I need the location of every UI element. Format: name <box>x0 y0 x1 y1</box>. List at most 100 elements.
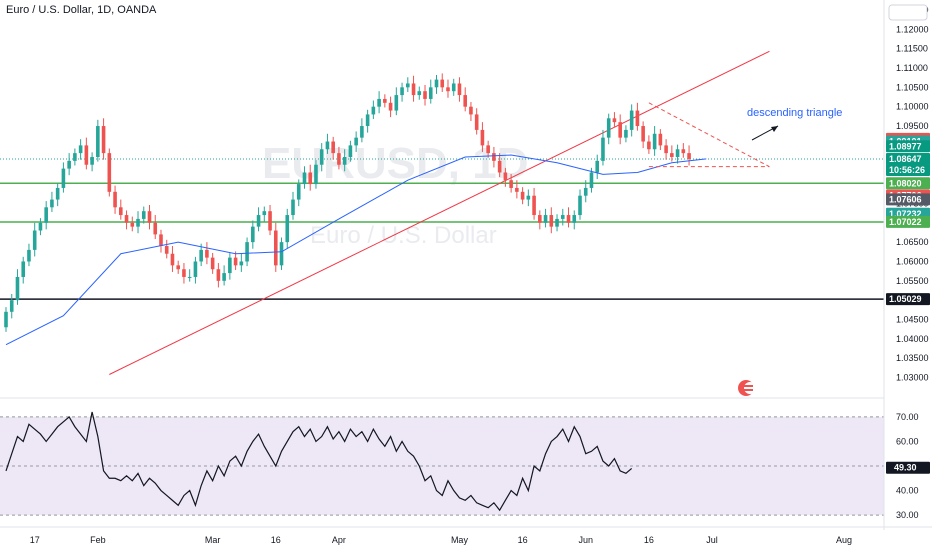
candle-body <box>124 215 129 223</box>
price-badge-label: 1.05029 <box>889 294 922 304</box>
candle-body <box>32 230 37 250</box>
candle-body <box>141 211 146 219</box>
candle-body <box>314 164 318 185</box>
descending-triangle[interactable] <box>648 102 770 168</box>
price-tick-label: 1.10000 <box>896 102 929 112</box>
candle-body <box>503 172 508 181</box>
axis-settings-button[interactable] <box>888 4 928 21</box>
moving-average <box>5 154 707 346</box>
time-tick-label: Feb <box>90 535 106 545</box>
candle-body <box>27 249 31 262</box>
us-flag-icon[interactable] <box>738 380 756 396</box>
rsi-current-label: 49.30 <box>894 463 917 473</box>
price-tick-label: 1.04500 <box>896 315 929 325</box>
price-tick-label: 1.03500 <box>896 353 929 363</box>
candle-body <box>383 98 387 103</box>
candle-body <box>560 215 565 219</box>
watermark-symbol: EURUSD, 1D <box>262 139 529 188</box>
time-tick-label: May <box>451 535 469 545</box>
candle-body <box>159 234 163 247</box>
rsi-band <box>0 416 884 516</box>
candle-body <box>538 215 542 223</box>
candle-body <box>73 153 77 161</box>
price-badge-label: 1.08647 <box>889 154 922 164</box>
candle-body <box>434 79 439 88</box>
rsi-line <box>5 411 633 512</box>
price-tick-label: 1.03000 <box>896 373 929 383</box>
candle-body <box>228 257 232 274</box>
candle-body <box>319 149 324 165</box>
candle-body <box>589 172 594 188</box>
candle-body <box>216 269 221 281</box>
candle-body <box>205 249 209 258</box>
candle-body <box>136 218 140 227</box>
candle-body <box>388 102 393 111</box>
candle-body <box>308 172 313 185</box>
candle-body <box>84 145 89 165</box>
candle-body <box>406 83 410 88</box>
triangle-upper-line[interactable] <box>648 102 770 168</box>
candle-body <box>451 83 456 92</box>
price-tick-label: 1.11000 <box>896 63 928 73</box>
candle-body <box>572 215 577 223</box>
price-badges: 1.091691.091011.089771.0864710:56:261.08… <box>886 132 930 306</box>
trendline[interactable] <box>109 50 770 375</box>
candle-body <box>9 300 14 312</box>
time-axis[interactable]: 17 Feb Mar 16 Apr May 16 Jun 16 Jul Aug <box>0 526 932 545</box>
candle-body <box>170 253 175 266</box>
candle-body <box>360 126 364 138</box>
time-tick-label: Apr <box>332 535 346 545</box>
candle-body <box>4 311 8 328</box>
candle-body <box>251 226 255 243</box>
chart-title: Euro / U.S. Dollar, 1D, OANDA <box>6 4 157 16</box>
candle-body <box>210 257 215 270</box>
candle-body <box>606 118 611 138</box>
candle-body <box>394 95 399 111</box>
time-tick-label: Jun <box>578 535 593 545</box>
price-axis[interactable]: 1.125001.120001.115001.110001.105001.100… <box>883 0 930 530</box>
candle-body <box>583 187 588 196</box>
price-tick-label: 1.05500 <box>896 276 929 286</box>
candle-body <box>641 126 645 142</box>
candle-body <box>624 129 628 138</box>
candle-body <box>302 172 307 185</box>
candle-body <box>428 87 433 99</box>
candle-body <box>417 91 422 96</box>
candle-body <box>348 145 353 157</box>
candle-body <box>618 122 622 138</box>
candle-body <box>377 98 381 107</box>
candle-body <box>578 195 582 216</box>
price-badge <box>886 177 930 190</box>
annotation-arrowhead <box>771 126 778 132</box>
candle-body <box>664 145 668 154</box>
price-badge-label: 1.08977 <box>889 141 922 151</box>
candle-body <box>354 137 358 146</box>
candle-body <box>658 133 663 146</box>
candle-body <box>629 110 634 130</box>
price-tick-label: 1.12000 <box>896 24 929 34</box>
candle-body <box>463 95 467 107</box>
price-badge-label: 1.07606 <box>889 194 922 204</box>
price-badge-label: 1.08020 <box>889 178 922 188</box>
candle-body <box>515 187 519 192</box>
price-tick-label: 1.06500 <box>896 237 929 247</box>
candle-body <box>411 83 416 96</box>
candle-body <box>601 137 605 161</box>
price-tick-label: 1.09500 <box>896 121 929 131</box>
annotation[interactable]: descending triangle <box>747 107 842 141</box>
candle-body <box>130 222 135 227</box>
candle-body <box>549 215 554 227</box>
ascending-trendline[interactable] <box>109 50 770 375</box>
price-badge <box>886 153 930 166</box>
price-tick-label: 1.11500 <box>896 44 928 54</box>
candle-body <box>50 199 54 208</box>
candle-body <box>233 257 238 266</box>
candle-body <box>469 106 473 115</box>
price-badge <box>886 193 930 206</box>
candle-body <box>107 153 112 192</box>
candle-body <box>325 141 330 150</box>
candle-body <box>342 156 347 165</box>
candle-body <box>291 199 295 216</box>
